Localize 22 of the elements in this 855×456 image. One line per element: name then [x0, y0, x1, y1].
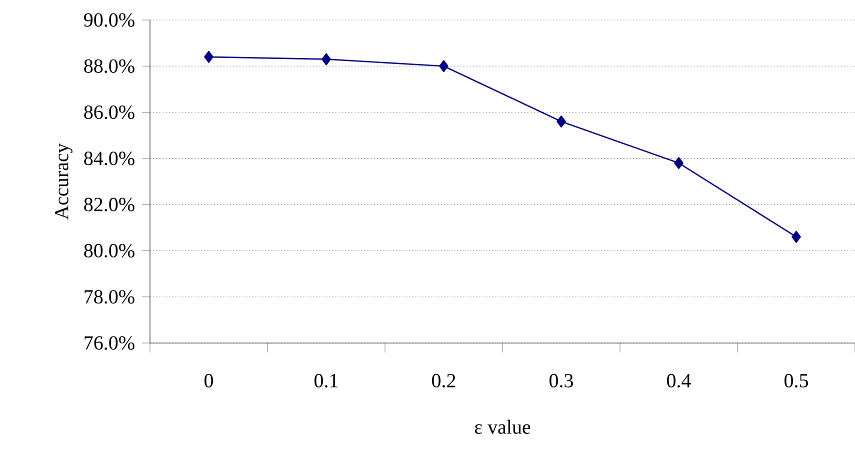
y-tick-label: 88.0% [84, 59, 134, 73]
point [439, 60, 448, 72]
y-axis-title: Accuracy [54, 143, 72, 220]
point [792, 230, 801, 243]
y-tick-label: 76.0% [84, 336, 134, 350]
x-tick-label: 0.4 [667, 374, 691, 388]
x-tick-label: 0.1 [314, 374, 338, 388]
y-tick-label: 80.0% [84, 244, 134, 258]
point [556, 116, 566, 128]
x-axis-title: ε value [474, 420, 530, 434]
x-tick-label: 0.3 [550, 374, 573, 388]
y-tick-label: 86.0% [84, 105, 134, 120]
point [322, 53, 331, 66]
x-tick-label: 0.2 [432, 374, 456, 388]
y-tick-label: 90.0% [84, 13, 134, 27]
x-tick-label: 0.5 [784, 374, 808, 388]
y-tick-label: 82.0% [84, 198, 134, 212]
point [674, 157, 684, 170]
x-tick-label: 0 [204, 374, 213, 388]
y-tick-label: 78.0% [84, 290, 134, 304]
point [204, 50, 214, 63]
y-tick-label: 84.0% [84, 152, 134, 166]
